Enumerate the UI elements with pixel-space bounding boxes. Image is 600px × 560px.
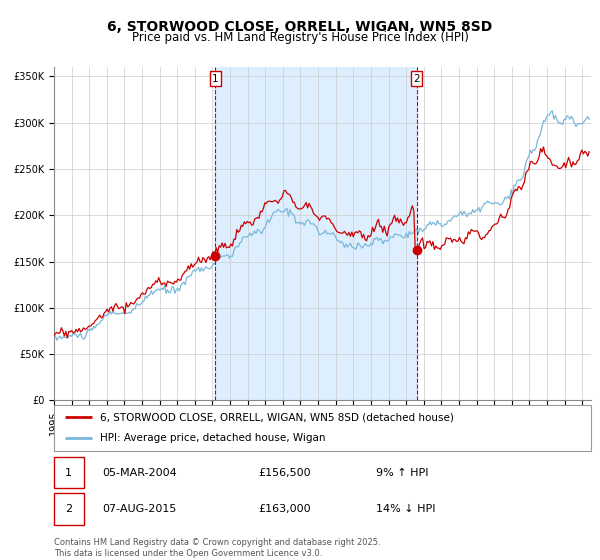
Text: £156,500: £156,500 [258,468,311,478]
FancyBboxPatch shape [54,493,83,525]
FancyBboxPatch shape [54,457,83,488]
Text: 1: 1 [65,468,72,478]
Text: 9% ↑ HPI: 9% ↑ HPI [376,468,428,478]
FancyBboxPatch shape [54,405,591,451]
Text: Contains HM Land Registry data © Crown copyright and database right 2025.
This d: Contains HM Land Registry data © Crown c… [54,538,380,558]
Text: 05-MAR-2004: 05-MAR-2004 [103,468,177,478]
Bar [215,67,416,400]
Text: 1: 1 [212,74,219,84]
Text: £163,000: £163,000 [258,504,311,514]
Text: 14% ↓ HPI: 14% ↓ HPI [376,504,436,514]
Text: HPI: Average price, detached house, Wigan: HPI: Average price, detached house, Wiga… [100,433,325,444]
Text: 6, STORWOOD CLOSE, ORRELL, WIGAN, WN5 8SD (detached house): 6, STORWOOD CLOSE, ORRELL, WIGAN, WN5 8S… [100,412,454,422]
Text: Price paid vs. HM Land Registry's House Price Index (HPI): Price paid vs. HM Land Registry's House … [131,31,469,44]
Text: 6, STORWOOD CLOSE, ORRELL, WIGAN, WN5 8SD: 6, STORWOOD CLOSE, ORRELL, WIGAN, WN5 8S… [107,20,493,34]
Text: 07-AUG-2015: 07-AUG-2015 [103,504,177,514]
Text: 2: 2 [413,74,420,84]
Text: 2: 2 [65,504,72,514]
